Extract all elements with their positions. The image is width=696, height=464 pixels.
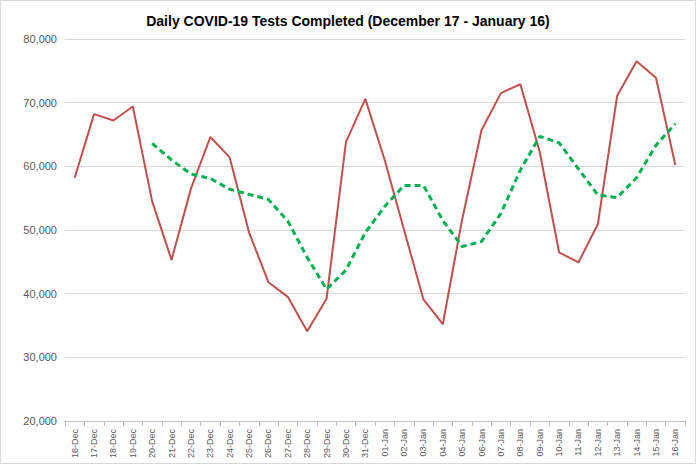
svg-text:16-Dec: 16-Dec — [70, 429, 80, 459]
svg-text:50,000: 50,000 — [23, 224, 57, 236]
svg-text:21-Dec: 21-Dec — [167, 429, 177, 459]
svg-text:02-Jan: 02-Jan — [399, 429, 409, 457]
svg-text:60,000: 60,000 — [23, 160, 57, 172]
svg-text:40,000: 40,000 — [23, 288, 57, 300]
svg-text:14-Jan: 14-Jan — [632, 429, 642, 457]
svg-text:Daily COVID-19 Tests Completed: Daily COVID-19 Tests Completed (December… — [146, 13, 550, 29]
svg-text:25-Dec: 25-Dec — [244, 429, 254, 459]
svg-text:20,000: 20,000 — [23, 415, 57, 427]
svg-text:05-Jan: 05-Jan — [457, 429, 467, 457]
svg-text:06-Jan: 06-Jan — [477, 429, 487, 457]
svg-text:20-Dec: 20-Dec — [147, 429, 157, 459]
svg-text:22-Dec: 22-Dec — [186, 429, 196, 459]
svg-text:18-Dec: 18-Dec — [108, 429, 118, 459]
svg-text:09-Jan: 09-Jan — [535, 429, 545, 457]
svg-text:70,000: 70,000 — [23, 97, 57, 109]
svg-text:30-Dec: 30-Dec — [341, 429, 351, 459]
svg-text:12-Jan: 12-Jan — [593, 429, 603, 457]
svg-text:17-Dec: 17-Dec — [89, 429, 99, 459]
svg-text:04-Jan: 04-Jan — [438, 429, 448, 457]
svg-text:30,000: 30,000 — [23, 351, 57, 363]
svg-text:15-Jan: 15-Jan — [651, 429, 661, 457]
svg-text:03-Jan: 03-Jan — [418, 429, 428, 457]
svg-text:80,000: 80,000 — [23, 33, 57, 45]
svg-text:13-Jan: 13-Jan — [612, 429, 622, 457]
svg-text:07-Jan: 07-Jan — [496, 429, 506, 457]
svg-text:28-Dec: 28-Dec — [302, 429, 312, 459]
svg-text:01-Jan: 01-Jan — [380, 429, 390, 457]
svg-text:24-Dec: 24-Dec — [225, 429, 235, 459]
svg-text:19-Dec: 19-Dec — [128, 429, 138, 459]
svg-text:29-Dec: 29-Dec — [322, 429, 332, 459]
svg-text:27-Dec: 27-Dec — [283, 429, 293, 459]
svg-text:23-Dec: 23-Dec — [205, 429, 215, 459]
svg-text:26-Dec: 26-Dec — [263, 429, 273, 459]
svg-text:10-Jan: 10-Jan — [554, 429, 564, 457]
svg-text:08-Jan: 08-Jan — [515, 429, 525, 457]
svg-text:11-Jan: 11-Jan — [573, 429, 583, 456]
svg-text:16-Jan: 16-Jan — [670, 429, 680, 457]
svg-text:31-Dec: 31-Dec — [360, 429, 370, 459]
